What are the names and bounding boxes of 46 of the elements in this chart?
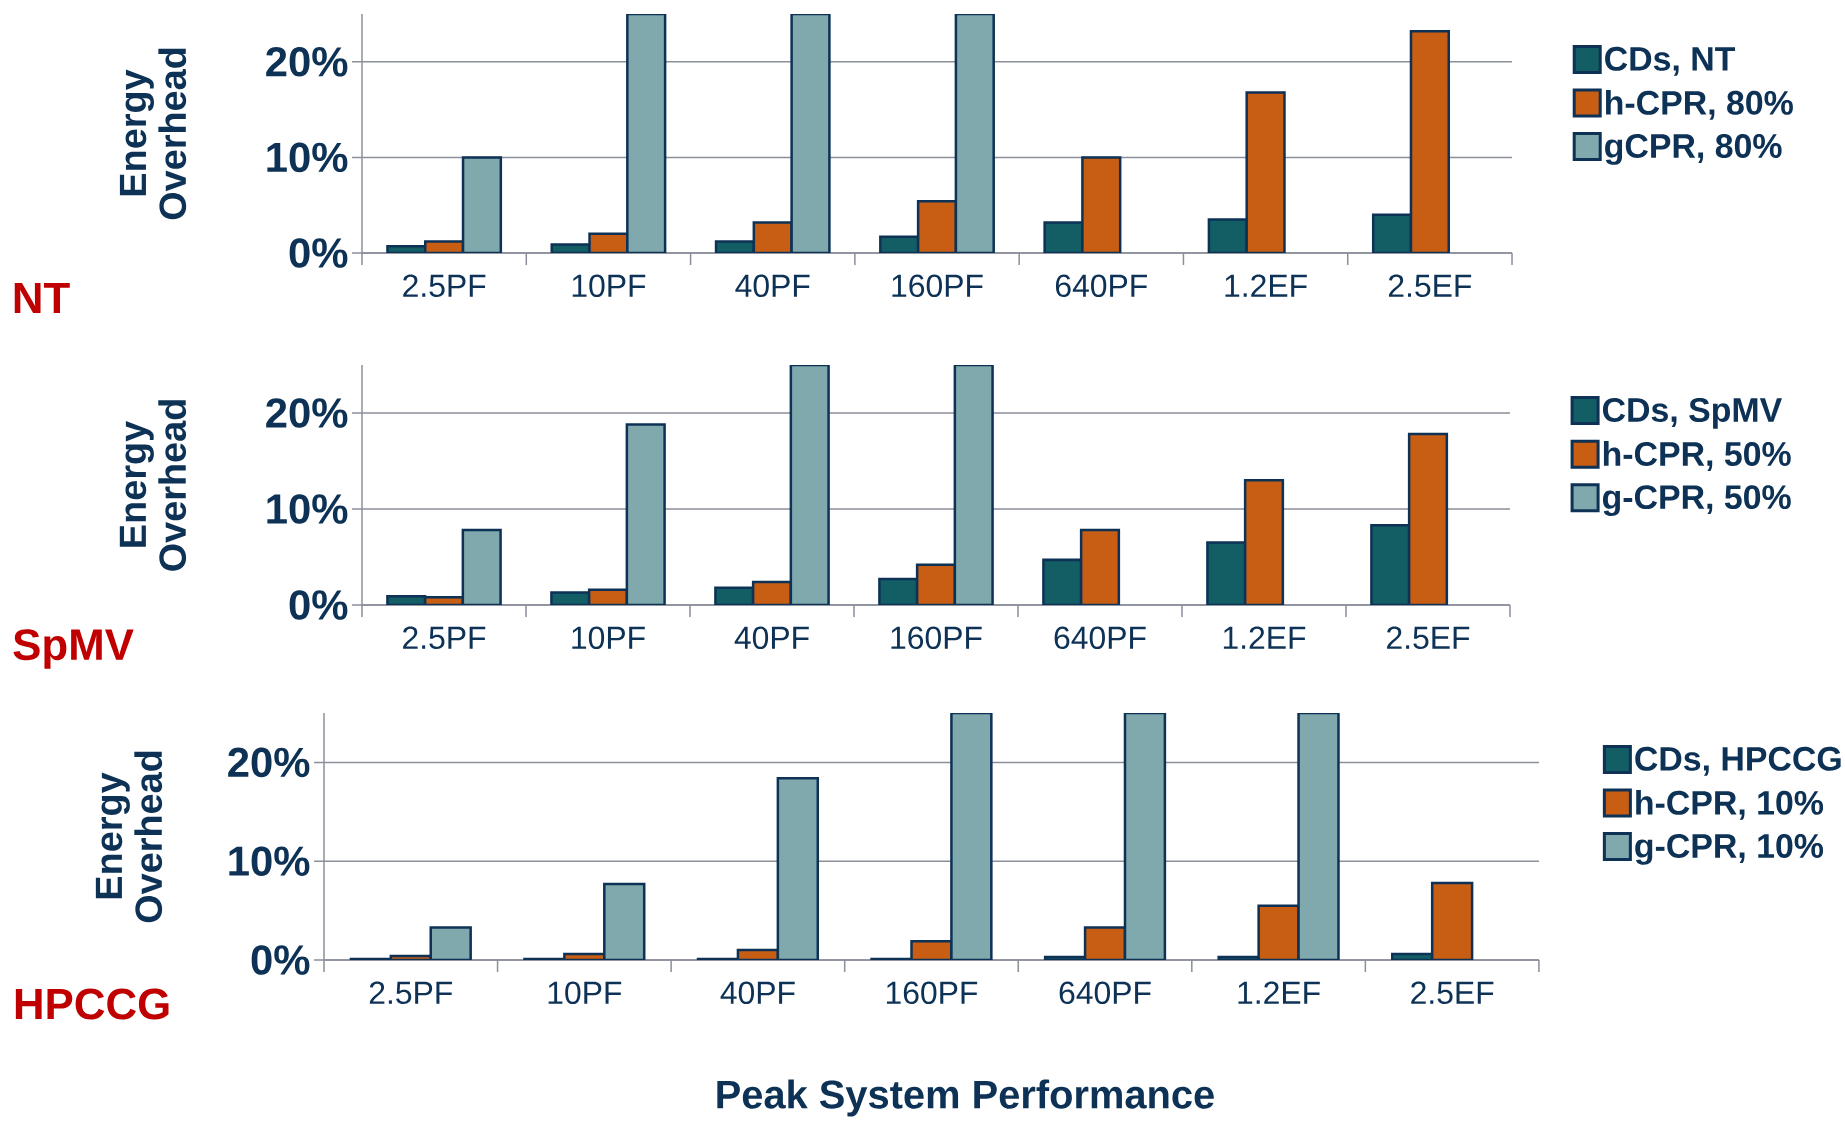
y-tick-label: 10% (267, 494, 348, 524)
x-tick-label: 2.5EF (1388, 274, 1472, 298)
x-tick-label: 160PF (892, 274, 983, 298)
x-tick-label: 1.2EF (1225, 274, 1307, 297)
y-tick-label: 20% (228, 747, 310, 778)
legend-label: CDs, SpMV (1602, 397, 1782, 429)
x-tick-label: 1.2EF (1238, 981, 1320, 1004)
legend-label: h-CPR, 50% (1603, 441, 1791, 471)
legend-label: CDs, HPCCG (1635, 746, 1841, 776)
x-tick-label: 2.5PF (403, 274, 486, 298)
x-tick-label: 40PF (720, 981, 795, 1005)
x-tick-label: 640PF (1059, 981, 1151, 1005)
x-tick-label: 10PF (548, 981, 622, 1005)
x-tick-label: 2.5PF (403, 626, 486, 650)
y-tick-label: 0% (251, 945, 310, 975)
x-tick-label: 640PF (1055, 274, 1147, 298)
legend-label: g-CPR, 50% (1602, 485, 1791, 516)
x-axis-title: Peak System Performance (717, 1079, 1214, 1117)
legend-label: gCPR, 80% (1605, 134, 1782, 165)
x-tick-label: 640PF (1054, 626, 1146, 650)
x-tick-label: 10PF (572, 274, 646, 298)
text: SpMV (13, 629, 134, 669)
y-tick-label: 10% (229, 846, 310, 877)
y-tick-label: 20% (266, 46, 348, 77)
text: NT (14, 282, 70, 314)
x-tick-label: 10PF (572, 626, 645, 650)
x-tick-label: 2.5EF (1387, 626, 1470, 650)
legend-label: g-CPR, 10% (1635, 833, 1824, 865)
y-tick-label: 0% (289, 238, 348, 268)
x-tick-label: 160PF (891, 626, 982, 650)
x-tick-label: 1.2EF (1223, 626, 1306, 649)
y-tick-label: 10% (267, 142, 348, 173)
x-tick-label: 2.5PF (369, 981, 453, 1005)
y-tick-label: 0% (289, 590, 348, 620)
legend-label: h-CPR, 10% (1636, 789, 1824, 820)
legend-label: h-CPR, 80% (1606, 89, 1793, 120)
y-axis-title: Energy Overhead (119, 48, 187, 220)
x-tick-label: 40PF (735, 274, 810, 298)
text: HPCCG (15, 988, 169, 1020)
x-tick-label: 160PF (886, 981, 978, 1005)
legend-label: CDs, NT (1605, 46, 1736, 76)
y-axis-title: Energy Overhead (95, 751, 163, 923)
x-tick-label: 2.5EF (1411, 981, 1494, 1005)
y-axis-title: Energy Overhead (119, 400, 187, 571)
y-tick-label: 20% (266, 398, 348, 428)
x-tick-label: 40PF (734, 626, 809, 650)
